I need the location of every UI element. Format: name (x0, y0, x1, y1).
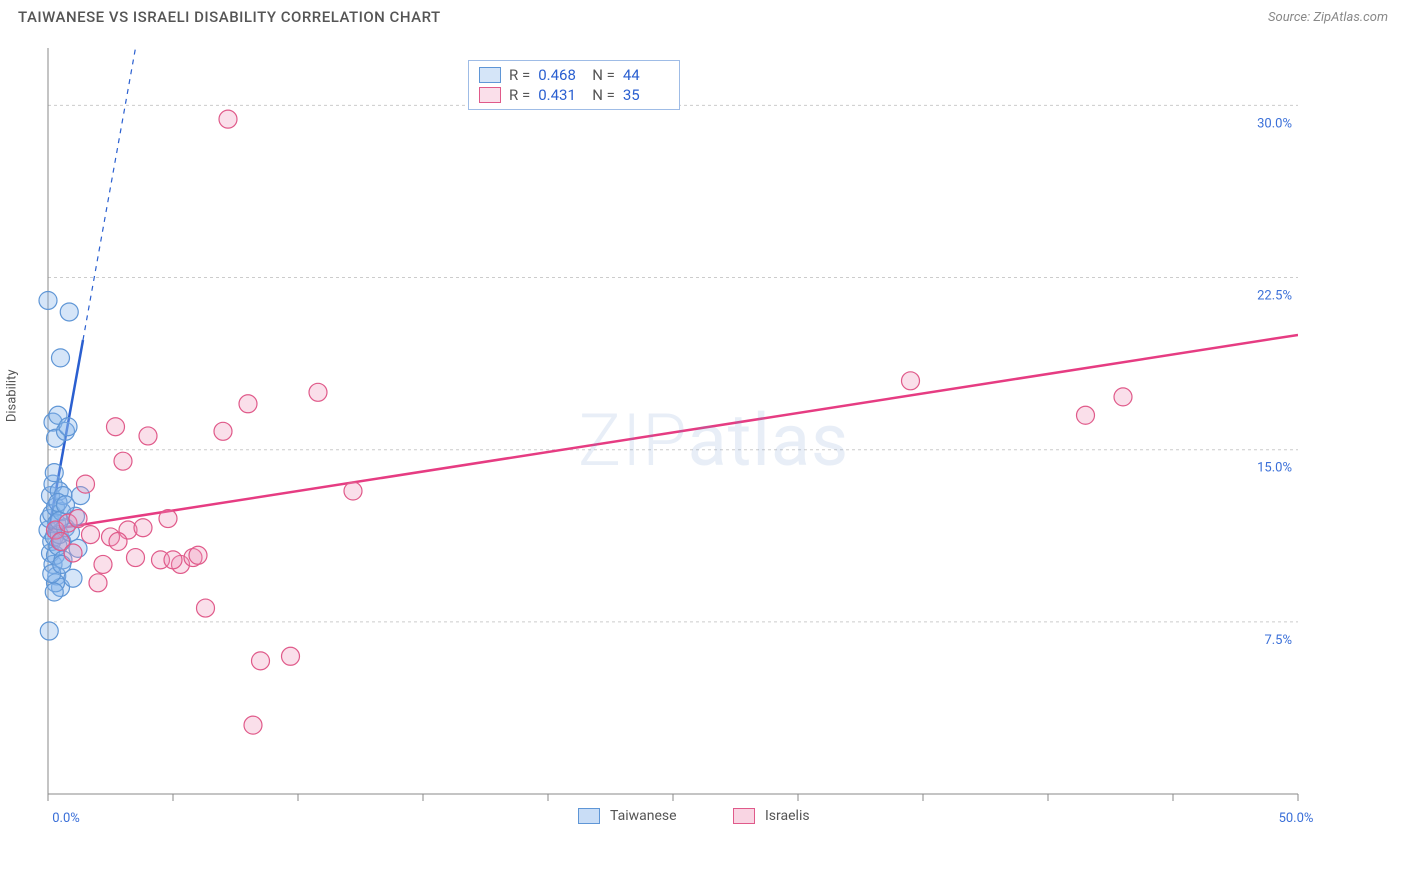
stat-r-label: R = (509, 66, 530, 84)
data-point (59, 418, 77, 436)
source-prefix: Source: (1268, 10, 1313, 25)
stats-row: R = 0.431 N = 35 (475, 85, 673, 105)
stat-n-label: N = (592, 86, 615, 104)
title-bar: TAIWANESE VS ISRAELI DISABILITY CORRELAT… (0, 0, 1406, 30)
plot-area: Disability 7.5%15.0%22.5%30.0%0.0%50.0% … (38, 38, 1388, 844)
data-point (45, 583, 63, 601)
stats-swatch (479, 87, 501, 103)
data-point (159, 510, 177, 528)
legend-item: Israelis (733, 808, 810, 824)
data-point (94, 555, 112, 573)
legend-item: Taiwanese (578, 808, 677, 824)
legend-label: Taiwanese (610, 808, 677, 824)
y-tick-label: 7.5% (1264, 633, 1292, 648)
data-point (344, 482, 362, 500)
data-point (114, 452, 132, 470)
stat-r-value: 0.468 (538, 66, 584, 84)
data-point (1114, 388, 1132, 406)
data-point (139, 427, 157, 445)
data-point (77, 475, 95, 493)
stats-row: R = 0.468 N = 44 (475, 65, 673, 85)
data-point (282, 647, 300, 665)
source-name: ZipAtlas.com (1313, 10, 1388, 25)
data-point (109, 533, 127, 551)
stat-r-value: 0.431 (538, 86, 584, 104)
data-point (214, 422, 232, 440)
data-point (902, 372, 920, 390)
data-point (219, 110, 237, 128)
data-point (309, 383, 327, 401)
data-point (57, 496, 75, 514)
data-point (45, 464, 63, 482)
data-point (64, 544, 82, 562)
data-point (197, 599, 215, 617)
stat-n-value: 35 (623, 86, 669, 104)
data-point (107, 418, 125, 436)
data-point (134, 519, 152, 537)
stat-r-label: R = (509, 86, 530, 104)
stats-swatch (479, 67, 501, 83)
data-point (239, 395, 257, 413)
data-point (40, 622, 58, 640)
y-tick-label: 15.0% (1257, 461, 1292, 476)
source-credit: Source: ZipAtlas.com (1268, 10, 1388, 25)
data-point (244, 716, 262, 734)
data-point (39, 291, 57, 309)
data-point (52, 349, 70, 367)
stat-n-label: N = (592, 66, 615, 84)
data-point (164, 551, 182, 569)
trend-line-extrapolated (83, 48, 136, 340)
trend-line (48, 335, 1298, 530)
data-point (127, 549, 145, 567)
stats-legend: R = 0.468 N = 44 R = 0.431 N = 35 (468, 60, 680, 110)
data-point (82, 526, 100, 544)
y-axis-label: Disability (5, 369, 20, 422)
data-point (89, 574, 107, 592)
legend-label: Israelis (765, 808, 810, 824)
data-point (60, 303, 78, 321)
stat-n-value: 44 (623, 66, 669, 84)
data-point (1077, 406, 1095, 424)
x-tick-label: 0.0% (52, 811, 80, 826)
legend-swatch (578, 808, 600, 824)
data-point (69, 510, 87, 528)
series-israelis (48, 335, 1298, 530)
chart-title: TAIWANESE VS ISRAELI DISABILITY CORRELAT… (18, 8, 441, 26)
legend-swatch (733, 808, 755, 824)
data-point (189, 546, 207, 564)
x-tick-label: 50.0% (1279, 811, 1314, 826)
points-israelis (47, 110, 1133, 734)
y-tick-label: 22.5% (1257, 289, 1292, 304)
data-point (252, 652, 270, 670)
y-tick-label: 30.0% (1257, 116, 1292, 131)
scatter-chart: 7.5% 15.0% 22.5% 30.0% 0.0% 50.0% (38, 38, 1388, 844)
